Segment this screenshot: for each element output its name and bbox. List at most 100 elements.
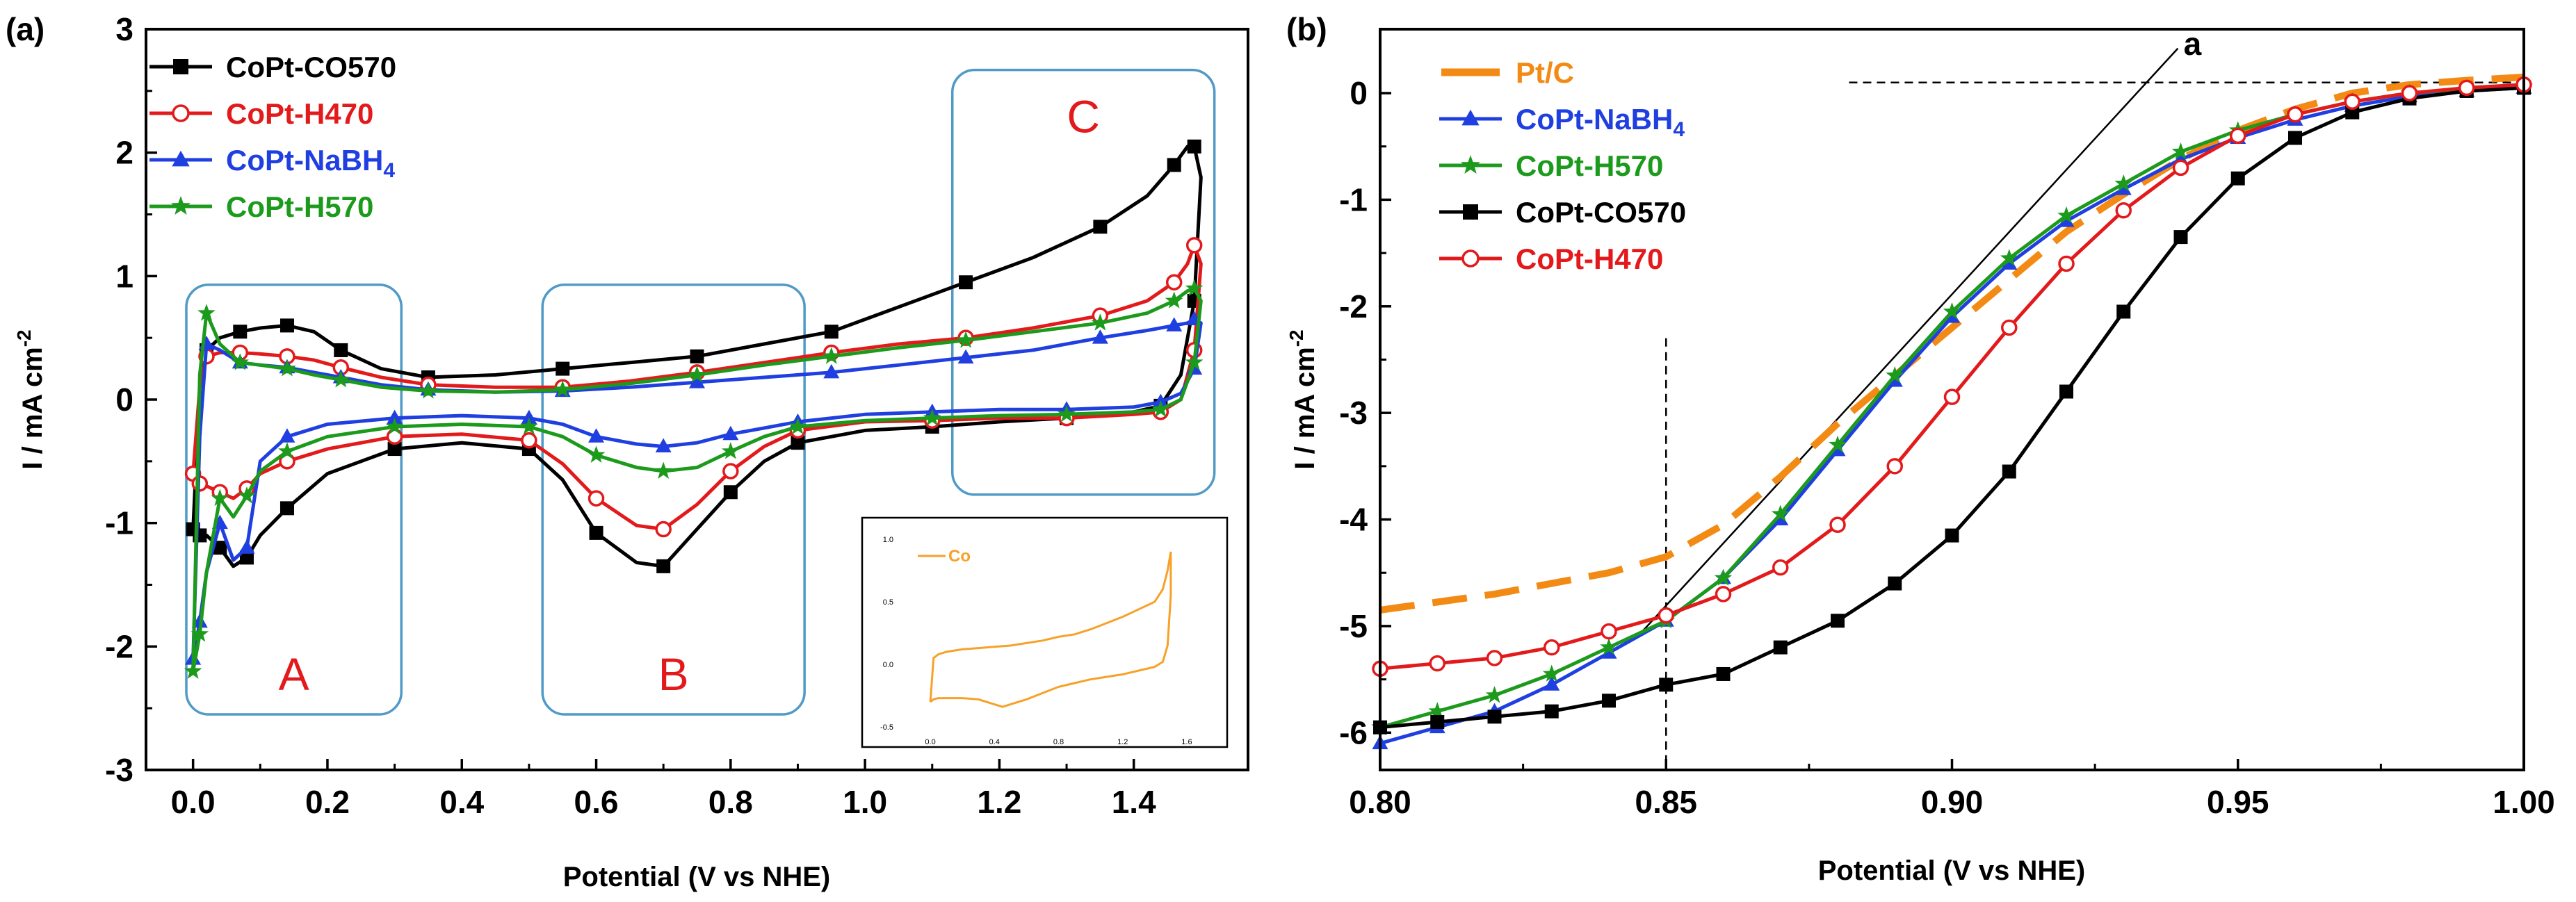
panel-a-x-tick-label: 0.6 bbox=[574, 784, 619, 820]
panel-b-point-copt-co570 bbox=[1487, 710, 1502, 724]
panel-b-legend-text: Pt/C bbox=[1516, 56, 1574, 89]
panel-b-point-copt-h570 bbox=[1943, 302, 1961, 320]
panel-b-y-tick-label: -2 bbox=[1339, 288, 1368, 325]
panel-a-point-copt-co570 bbox=[280, 318, 294, 333]
panel-b-point-copt-h470 bbox=[2458, 79, 2475, 97]
panel-a-point-copt-h470 bbox=[1185, 237, 1203, 254]
panel-a-point-copt-co570 bbox=[824, 325, 839, 339]
panel-b-point-copt-h570 bbox=[1600, 638, 1618, 655]
panel-a-point-copt-co570 bbox=[556, 361, 570, 376]
panel-b-x-tick-label: 0.80 bbox=[1349, 784, 1411, 820]
panel-b-legend-subscript: 4 bbox=[1673, 118, 1685, 141]
panel-b-x-tick-label: 0.85 bbox=[1635, 784, 1697, 820]
panel-a-point-copt-h570 bbox=[520, 417, 538, 434]
panel-a-x-tick-label: 0.0 bbox=[171, 784, 216, 820]
panel-b-point-copt-h470 bbox=[2344, 93, 2360, 110]
panel-b-point-copt-h470 bbox=[2401, 85, 2418, 101]
panel-b-point-copt-h570 bbox=[1771, 505, 1790, 522]
panel-a-point-copt-co570 bbox=[959, 275, 973, 290]
panel-b-legend-text: CoPt-H470 bbox=[1516, 243, 1663, 275]
panel-b-label: (b) bbox=[1286, 11, 1327, 47]
panel-b-point-copt-h570 bbox=[2057, 206, 2075, 224]
panel-a-legend-marker-copt-h570 bbox=[170, 196, 191, 215]
panel-b-legend-label-copt-nabh4: CoPt-NaBH4 bbox=[1516, 103, 1685, 141]
panel-b-legend-marker-copt-co570 bbox=[1463, 204, 1478, 220]
panel-a-point-copt-nabh4 bbox=[238, 539, 255, 554]
inset-legend-label: Co bbox=[948, 547, 971, 566]
panel-b-point-copt-co570 bbox=[1659, 678, 1674, 692]
panel-a-series-line-copt-co570 bbox=[191, 145, 1203, 568]
panel-a-point-copt-h570 bbox=[587, 445, 606, 463]
panel-a-point-copt-co570 bbox=[213, 541, 227, 555]
panel-a-legend-text: CoPt-H570 bbox=[226, 190, 373, 223]
panel-a-point-copt-co570 bbox=[589, 525, 604, 540]
panel-a-legend-text: CoPt-NaBH bbox=[226, 144, 383, 177]
panel-b-point-copt-h470 bbox=[2230, 127, 2246, 145]
panel-a-point-copt-h570 bbox=[788, 417, 807, 434]
panel-b-point-copt-co570 bbox=[1945, 528, 1959, 543]
panel-b-point-copt-co570 bbox=[2059, 384, 2073, 399]
panel-a-y-axis-title-text: I / mA cm bbox=[17, 347, 48, 469]
panel-b-point-copt-h570 bbox=[1886, 366, 1904, 384]
panel-a-point-copt-co570 bbox=[690, 349, 704, 363]
panel-a-inset: 0.0 0.4 0.8 1.2 1.6 1.0 0.5 0.0 -0.5 Co bbox=[861, 516, 1229, 748]
panel-a-point-copt-co570 bbox=[1167, 158, 1181, 172]
inset-x-tick-label: 1.6 bbox=[1181, 738, 1192, 746]
panel-b-point-copt-h470 bbox=[1829, 516, 1846, 533]
panel-a-point-copt-co570 bbox=[723, 485, 738, 500]
panel-b-point-copt-nabh4 bbox=[1544, 676, 1560, 691]
panel-a-point-copt-h570 bbox=[197, 304, 216, 321]
panel-b-point-copt-h470 bbox=[1429, 655, 1445, 672]
panel-b-x-tick-label: 0.90 bbox=[1921, 784, 1984, 820]
panel-b-point-copt-co570 bbox=[1544, 704, 1559, 719]
panel-a-legend-text: CoPt-CO570 bbox=[226, 51, 396, 83]
panel-a-point-copt-h570 bbox=[278, 359, 296, 377]
panel-a-y-tick-label: 2 bbox=[115, 135, 133, 171]
panel-a-x-tick-label: 0.8 bbox=[708, 784, 753, 820]
panel-b-point-copt-h570 bbox=[2114, 174, 2133, 192]
panel-a-point-copt-h570 bbox=[1058, 404, 1076, 423]
panel-b-point-copt-h470 bbox=[1658, 607, 1674, 624]
panel-b-point-copt-h570 bbox=[1829, 435, 1847, 453]
region-a-box bbox=[185, 284, 403, 716]
panel-a-point-copt-nabh4 bbox=[722, 425, 739, 441]
panel-a: (a) A B C 0.0 0.2 0.4 0.6 0.8 1.0 1.2 1.4 3 2 1 0 -1 -2… bbox=[6, 11, 1249, 892]
panel-a-series-line-copt-h570 bbox=[191, 286, 1203, 672]
panel-a-legend-label-copt-co570: CoPt-CO570 bbox=[226, 51, 396, 83]
region-a-label: A bbox=[279, 648, 309, 700]
panel-b-point-copt-h470 bbox=[1544, 639, 1560, 656]
panel-a-point-copt-nabh4 bbox=[521, 409, 537, 425]
panel-a-point-copt-h470 bbox=[386, 428, 403, 445]
panel-b-point-copt-h570 bbox=[1714, 568, 1733, 586]
annotation-a: a bbox=[2184, 26, 2202, 62]
panel-a-label: (a) bbox=[6, 11, 44, 47]
panel-b-legend-text: CoPt-H570 bbox=[1516, 149, 1663, 182]
panel-a-point-copt-nabh4 bbox=[1166, 317, 1183, 331]
panel-b-legend-label-copt-h570: CoPt-H570 bbox=[1516, 149, 1663, 182]
panel-a-point-copt-h570 bbox=[923, 409, 941, 426]
panel-b-point-copt-h470 bbox=[1486, 650, 1503, 666]
panel-b-point-copt-co570 bbox=[2002, 464, 2016, 479]
panel-b-point-copt-co570 bbox=[1831, 614, 1845, 628]
panel-b-point-copt-nabh4 bbox=[1944, 309, 1960, 323]
panel-b-point-copt-h470 bbox=[2287, 106, 2303, 123]
panel-a-y-tick-label: -3 bbox=[105, 752, 133, 788]
panel-a-point-copt-h570 bbox=[1165, 291, 1183, 309]
panel-b-legend-marker-copt-h470 bbox=[1461, 249, 1480, 268]
panel-b-x-tick-label: 0.95 bbox=[2207, 784, 2269, 820]
panel-a-y-axis-title-exponent: -2 bbox=[13, 329, 35, 347]
panel-a-point-copt-co570 bbox=[387, 442, 402, 457]
panel-b-point-copt-h470 bbox=[2172, 159, 2189, 177]
panel-a-point-copt-co570 bbox=[656, 559, 671, 573]
panel-a-point-copt-h570 bbox=[278, 442, 296, 459]
panel-b-point-copt-co570 bbox=[1430, 714, 1445, 729]
panel-a-x-tick-label: 1.2 bbox=[977, 784, 1021, 820]
panel-a-point-copt-nabh4 bbox=[655, 438, 672, 453]
panel-a-x-tick-label: 1.4 bbox=[1112, 784, 1156, 820]
panel-b-point-copt-h570 bbox=[1542, 664, 1561, 682]
panel-a-legend-marker-copt-co570 bbox=[173, 59, 188, 74]
panel-a-point-copt-h570 bbox=[332, 370, 350, 388]
panel-b-point-copt-nabh4 bbox=[1601, 644, 1617, 659]
panel-a-point-copt-nabh4 bbox=[957, 349, 974, 364]
